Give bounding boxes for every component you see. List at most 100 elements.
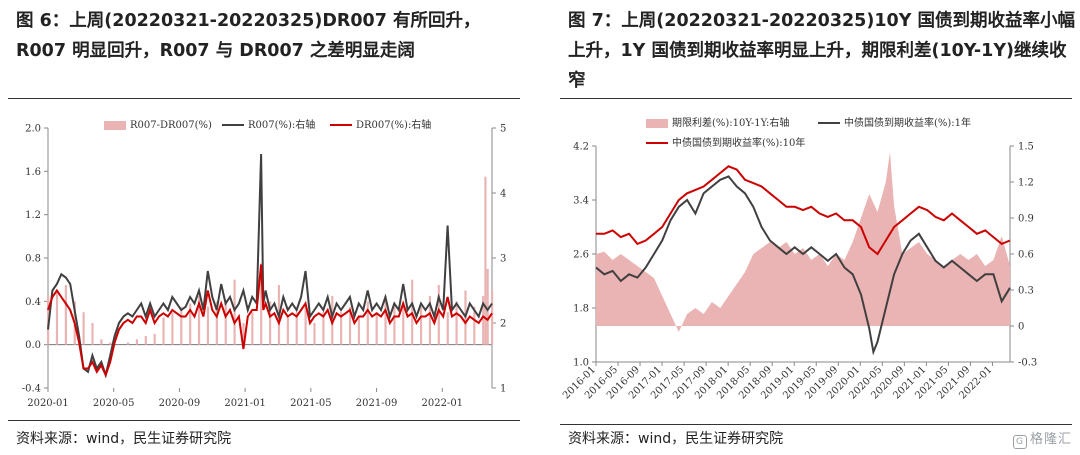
legend-label: 中债国债到期收益率(%):10年 <box>672 136 805 149</box>
bar-mark <box>171 312 174 345</box>
right-y-tick-label: 1 <box>500 384 506 395</box>
bar-mark <box>366 301 369 345</box>
bar-mark <box>402 301 405 345</box>
left-chart: 2.0 1.6 1.2 0.8 0.4 0.0 -0.4 5 4 3 2 1 2020-01 2020-0… <box>22 118 507 409</box>
left-chart-title: 图 6：上周(20220321-20220325)DR007 有所回升，R007… <box>16 11 481 61</box>
bar-mark <box>180 306 183 345</box>
left-chart-panel: 图 6：上周(20220321-20220325)DR007 有所回升，R007… <box>0 0 528 455</box>
right-y-tick-label: 0 <box>1018 322 1024 333</box>
bar-mark <box>224 299 227 345</box>
legend-label: DR007(%):右轴 <box>356 118 431 131</box>
x-tick-label: 2020-01 <box>27 398 69 409</box>
bar-mark <box>437 285 440 345</box>
bar-mark <box>348 306 352 345</box>
bar-mark <box>109 342 112 345</box>
bar-mark <box>455 301 458 345</box>
bar-mark <box>375 312 378 345</box>
left-source-rule <box>8 420 520 421</box>
left-y-tick-label: 4.2 <box>573 142 589 153</box>
x-tick-label: 2022-01 <box>421 398 463 409</box>
right-chart: 4.23.42.61.81.01.51.20.90.60.30-0.32016-… <box>561 116 1037 402</box>
bar-mark <box>91 323 94 345</box>
bar-mark <box>486 268 489 345</box>
bar-mark <box>482 295 485 345</box>
bar-mark <box>313 323 316 345</box>
bar-mark <box>162 317 165 345</box>
right-chart-panel: 图 7：上周(20220321-20220325)10Y 国债到期收益率小幅上升… <box>552 0 1080 455</box>
bar-mark <box>153 333 156 345</box>
left-y-tick-label: 2.0 <box>25 124 41 135</box>
line-series-2 <box>47 264 493 378</box>
right-y-tick-label: 1.5 <box>1018 142 1034 153</box>
right-y-tick-label: -0.3 <box>1018 358 1037 369</box>
bar-mark <box>189 303 192 345</box>
right-source: 资料来源：wind，民生证券研究院 <box>568 431 784 447</box>
legend-label: R007-DR007(%) <box>130 120 212 131</box>
line-series-1 <box>47 153 493 379</box>
x-tick-label: 2021-01 <box>224 398 266 409</box>
bar-mark <box>100 339 103 345</box>
right-y-tick-label: 4 <box>500 189 506 200</box>
bar-mark <box>82 312 85 345</box>
bar-mark <box>357 317 360 345</box>
bar-mark <box>384 295 387 345</box>
bar-mark <box>428 295 432 345</box>
bar-mark <box>55 290 59 345</box>
x-tick-label: 2020-09 <box>159 398 201 409</box>
bar-mark <box>340 312 343 345</box>
right-y-tick-label: 0.3 <box>1018 286 1034 297</box>
bar-mark <box>473 306 476 345</box>
legend-swatch <box>646 119 668 128</box>
bar-mark <box>215 301 218 345</box>
x-tick-label: 2021-05 <box>290 398 332 409</box>
watermark-logo: G 格隆汇 <box>1012 428 1072 449</box>
bar-mark <box>260 263 263 345</box>
legend-label: 期限利差(%):10Y-1Y:右轴 <box>672 116 789 129</box>
x-tick-label: 2020-05 <box>93 398 135 409</box>
bar-mark <box>197 295 201 345</box>
right-y-tick-label: 0.6 <box>1018 250 1034 261</box>
bar-mark <box>242 323 245 345</box>
bar-mark <box>491 290 494 345</box>
left-y-tick-label: 1.0 <box>573 358 589 369</box>
legend-label: 中债国债到期收益率(%):1年 <box>844 116 971 129</box>
bar-mark <box>251 312 254 345</box>
legend-swatch <box>104 121 126 130</box>
bar-mark <box>295 312 298 345</box>
bar-mark <box>393 306 396 345</box>
right-y-tick-label: 5 <box>500 124 506 135</box>
left-source: 资料来源：wind，民生证券研究院 <box>16 431 232 447</box>
left-y-tick-label: 1.6 <box>25 167 41 178</box>
logo-text: 格隆汇 <box>1029 432 1072 447</box>
bar-mark <box>126 342 130 345</box>
right-y-tick-label: 2 <box>500 319 506 330</box>
bar-mark <box>304 306 307 345</box>
left-title-rule <box>8 98 520 99</box>
right-y-tick-label: 3 <box>500 254 506 265</box>
bar-mark <box>64 285 67 345</box>
bar-mark <box>446 312 449 345</box>
bar-mark <box>233 279 236 345</box>
x-tick-label: 2021-09 <box>356 398 398 409</box>
left-y-tick-label: 0.0 <box>25 340 41 351</box>
bar-mark <box>206 306 210 345</box>
left-y-tick-label: 0.8 <box>25 254 41 265</box>
right-y-tick-label: 0.9 <box>1018 214 1034 225</box>
bar-mark <box>286 317 289 345</box>
left-y-tick-label: 3.4 <box>573 196 589 207</box>
right-chart-title: 图 7：上周(20220321-20220325)10Y 国债到期收益率小幅上升… <box>568 11 1075 91</box>
legend-label: R007(%):右轴 <box>248 118 315 131</box>
bar-mark <box>484 176 487 345</box>
right-source-rule <box>560 424 1072 425</box>
bar-mark <box>135 339 138 345</box>
left-y-tick-label: 0.4 <box>25 297 41 308</box>
bar-mark <box>322 312 325 345</box>
right-y-tick-label: 1.2 <box>1018 178 1034 189</box>
right-title-rule <box>560 98 1072 99</box>
bar-mark <box>144 336 147 345</box>
left-y-tick-label: 2.6 <box>573 250 589 261</box>
logo-icon: G <box>1012 435 1027 449</box>
area-series-0 <box>596 152 1010 332</box>
left-y-tick-label: 1.8 <box>573 304 589 315</box>
line-series-1 <box>595 175 1011 356</box>
